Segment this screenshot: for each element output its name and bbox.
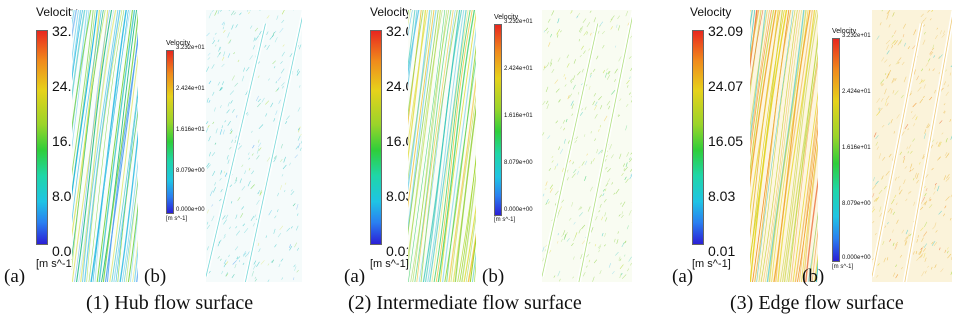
colorbar-a [36, 30, 48, 245]
figure-caption: (2) Intermediate flow surface [348, 292, 582, 314]
colorbar-b-unit: [m s^-1] [494, 217, 516, 223]
colorbar-b-tick: 8.079e+00 [842, 201, 871, 207]
colorbar-a [370, 30, 382, 245]
colorbar-b-tick: 0.000e+00 [176, 207, 205, 213]
colorbar-b-unit: [m s^-1] [832, 264, 854, 270]
colorbar-b-title: Velocity [166, 40, 191, 47]
colorbar-b-tick: 2.424e+01 [504, 66, 533, 72]
colorbar-a-unit: [m s^-1] [692, 258, 731, 270]
colorbar-a-tick: 16.05 [708, 133, 744, 149]
panel-a-label: (a) [672, 266, 694, 287]
figure-group-hub: Velocity 32.09 24.07 16.05 8.03 0.01 [m … [0, 0, 302, 320]
figure-caption: (1) Hub flow surface [86, 292, 254, 314]
colorbar-b-title: Velocity [494, 14, 519, 21]
vector-panel-b [206, 10, 302, 282]
colorbar-b-tick: 1.616e+01 [842, 145, 871, 151]
colorbar-a [692, 30, 704, 245]
colorbar-b-tick: 2.424e+01 [176, 86, 205, 92]
figure-group-edge: Velocity 32.09 24.07 16.05 8.03 0.01 [m … [668, 0, 956, 320]
streamline-panel-a [72, 10, 138, 282]
colorbar-a-tick: 8.03 [708, 188, 736, 204]
colorbar-b-tick: 0.000e+00 [842, 255, 871, 261]
colorbar-b-tick: 3.232e+01 [176, 45, 205, 51]
vector-panel-b [872, 10, 952, 282]
colorbar-a-unit: [m s^-1] [370, 258, 409, 270]
colorbar-b-title: Velocity [832, 28, 857, 35]
panel-b-label: (b) [482, 266, 505, 287]
colorbar-b-tick: 3.232e+01 [842, 33, 871, 39]
panel-b-label: (b) [802, 266, 825, 287]
colorbar-a-tick: 0.01 [386, 243, 414, 259]
colorbar-a-tick: 24.07 [708, 78, 744, 94]
colorbar-a-title: Velocity [690, 5, 732, 19]
streamline-panel-a [408, 10, 476, 282]
colorbar-a-tick: 32.09 [708, 23, 744, 39]
colorbar-b-tick: 1.616e+01 [176, 127, 205, 133]
panel-a-label: (a) [344, 266, 366, 287]
colorbar-b-tick: 3.232e+01 [504, 19, 533, 25]
colorbar-a-unit: [m s^-1] [36, 258, 75, 270]
colorbar-b [832, 38, 840, 262]
colorbar-b [166, 50, 174, 214]
colorbar-b-tick: 8.079e+00 [504, 160, 533, 166]
streamline-panel-a [750, 10, 818, 282]
colorbar-b [494, 24, 502, 216]
figure-group-intermediate: Velocity 32.09 24.07 16.05 8.03 0.01 [m … [332, 0, 632, 320]
colorbar-b-unit: [m s^-1] [166, 216, 188, 222]
colorbar-b-tick: 0.000e+00 [504, 207, 533, 213]
panel-a-label: (a) [4, 266, 26, 287]
colorbar-b-tick: 1.616e+01 [504, 113, 533, 119]
vector-panel-b [542, 10, 632, 282]
panel-b-label: (b) [144, 266, 167, 287]
colorbar-a-tick: 8.03 [386, 188, 414, 204]
colorbar-b-tick: 2.424e+01 [842, 89, 871, 95]
colorbar-b-tick: 8.079e+00 [176, 168, 205, 174]
colorbar-a-title: Velocity [36, 5, 78, 19]
colorbar-a-tick: 0.01 [708, 243, 736, 259]
figure-caption: (3) Edge flow surface [730, 292, 904, 314]
colorbar-a-title: Velocity [370, 5, 412, 19]
